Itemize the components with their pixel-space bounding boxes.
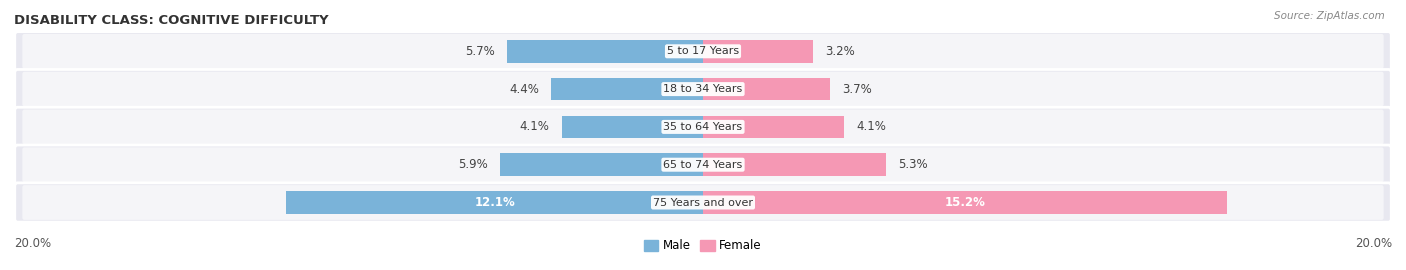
Bar [506, 40, 703, 63]
Text: 5.7%: 5.7% [465, 45, 495, 58]
Bar [703, 191, 1226, 214]
Bar [562, 116, 703, 138]
Text: 3.2%: 3.2% [825, 45, 855, 58]
Bar [703, 40, 813, 63]
Text: 12.1%: 12.1% [474, 196, 515, 209]
Text: 15.2%: 15.2% [945, 196, 986, 209]
FancyBboxPatch shape [22, 147, 1384, 182]
Text: 3.7%: 3.7% [842, 83, 872, 96]
Text: 35 to 64 Years: 35 to 64 Years [664, 122, 742, 132]
Text: 5.9%: 5.9% [458, 158, 488, 171]
Text: 75 Years and over: 75 Years and over [652, 197, 754, 208]
Text: 4.1%: 4.1% [520, 120, 550, 133]
Text: 65 to 74 Years: 65 to 74 Years [664, 160, 742, 170]
Text: 20.0%: 20.0% [14, 237, 51, 249]
Bar [499, 153, 703, 176]
Text: 5.3%: 5.3% [897, 158, 927, 171]
Text: DISABILITY CLASS: COGNITIVE DIFFICULTY: DISABILITY CLASS: COGNITIVE DIFFICULTY [14, 14, 329, 27]
Text: Source: ZipAtlas.com: Source: ZipAtlas.com [1274, 11, 1385, 21]
FancyBboxPatch shape [14, 183, 1392, 222]
Legend: Male, Female: Male, Female [640, 235, 766, 257]
Bar [703, 78, 831, 100]
Text: 20.0%: 20.0% [1355, 237, 1392, 249]
Text: 4.4%: 4.4% [509, 83, 540, 96]
FancyBboxPatch shape [22, 110, 1384, 144]
Text: 4.1%: 4.1% [856, 120, 886, 133]
FancyBboxPatch shape [22, 185, 1384, 220]
Text: 18 to 34 Years: 18 to 34 Years [664, 84, 742, 94]
FancyBboxPatch shape [14, 69, 1392, 109]
Text: 5 to 17 Years: 5 to 17 Years [666, 46, 740, 56]
FancyBboxPatch shape [14, 32, 1392, 71]
FancyBboxPatch shape [14, 145, 1392, 184]
Bar [703, 116, 844, 138]
Bar [287, 191, 703, 214]
FancyBboxPatch shape [22, 72, 1384, 106]
FancyBboxPatch shape [22, 34, 1384, 69]
Bar [703, 153, 886, 176]
Bar [551, 78, 703, 100]
FancyBboxPatch shape [14, 107, 1392, 147]
